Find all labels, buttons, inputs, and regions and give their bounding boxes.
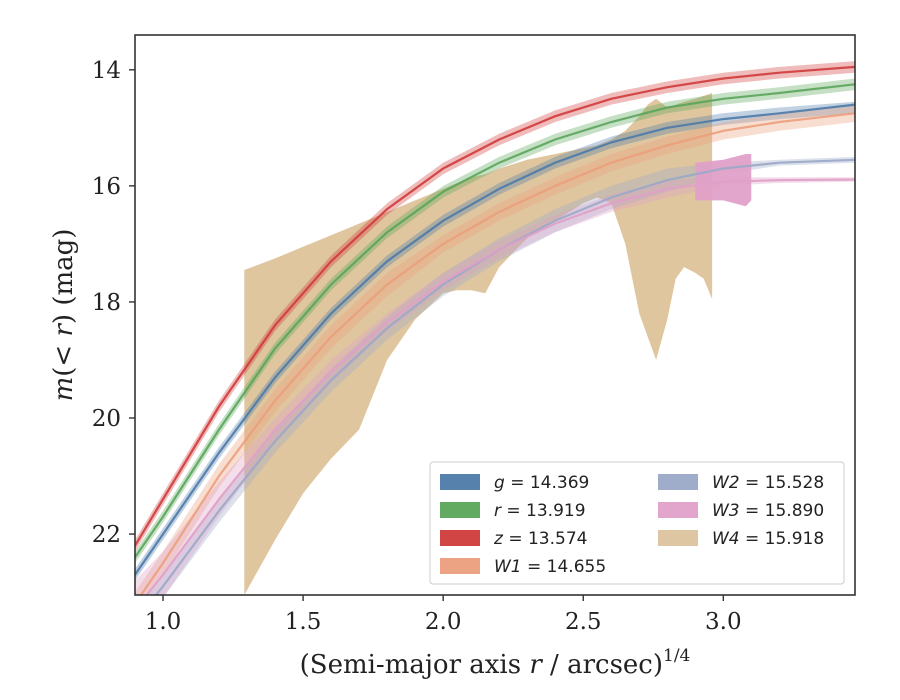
legend-label-r: r = 13.919 (494, 501, 586, 521)
legend-swatch-g (440, 474, 480, 490)
x-tick-label: 2.0 (425, 609, 462, 635)
legend-label-g: g = 14.369 (494, 473, 589, 493)
legend-label-w1: W1 = 14.655 (494, 557, 606, 577)
legend-label-w3: W3 = 15.890 (712, 501, 824, 521)
band-w3-outer (695, 154, 752, 207)
band-w2 (146, 156, 855, 595)
y-tick-label: 16 (92, 174, 121, 200)
plot-lines (135, 65, 855, 595)
legend-swatch-w3 (658, 502, 698, 518)
x-axis-ticks: 1.0 1.5 2.0 2.5 3.0 (145, 595, 742, 635)
band-w4 (244, 93, 713, 595)
x-tick-label: 2.5 (565, 609, 602, 635)
legend-swatch-r (440, 502, 480, 518)
x-axis-label-after: / arcsec) (542, 650, 663, 680)
x-axis-label: (Semi-major axis r / arcsec)1/4 (300, 646, 691, 680)
y-tick-label: 20 (92, 406, 121, 432)
y-tick-label: 22 (92, 522, 121, 548)
line-w3 (145, 178, 855, 595)
y-axis-label-open: ( (49, 367, 79, 377)
y-axis-label-close: ) (mag) (49, 229, 79, 325)
legend: g = 14.369 r = 13.919 z = 13.574 W1 = 14.65… (429, 461, 845, 585)
y-tick-label: 14 (92, 58, 121, 84)
x-axis-label-before: (Semi-major axis (300, 650, 530, 680)
legend-label-w2: W2 = 15.528 (712, 473, 824, 493)
legend-swatch-w4 (658, 530, 698, 546)
y-tick-label: 18 (92, 290, 121, 316)
y-axis-label: m(< r) (mag) (49, 229, 79, 402)
legend-box (429, 461, 845, 585)
legend-swatch-w2 (658, 474, 698, 490)
x-tick-label: 3.0 (705, 609, 742, 635)
plot-frame (134, 34, 856, 596)
x-axis-label-sup: 1/4 (663, 646, 690, 666)
legend-label-w4: W4 = 15.918 (712, 529, 824, 549)
line-z (135, 65, 855, 547)
line-w2 (154, 158, 855, 595)
band-w3 (135, 177, 855, 595)
legend-swatch-w1 (440, 558, 480, 574)
legend-swatch-z (440, 530, 480, 546)
y-axis-label-lt: < (49, 337, 79, 367)
line-r (135, 83, 855, 558)
line-g (135, 103, 855, 576)
line-w1 (139, 112, 855, 595)
x-axis-label-var: r (529, 650, 543, 680)
x-tick-label: 1.0 (145, 609, 182, 635)
y-axis-label-m: m (49, 377, 79, 402)
legend-label-z: z = 13.574 (493, 529, 587, 549)
x-tick-label: 1.5 (285, 609, 322, 635)
y-axis-ticks: 14 16 18 20 22 (92, 58, 135, 548)
y-axis-label-r: r (49, 323, 79, 337)
